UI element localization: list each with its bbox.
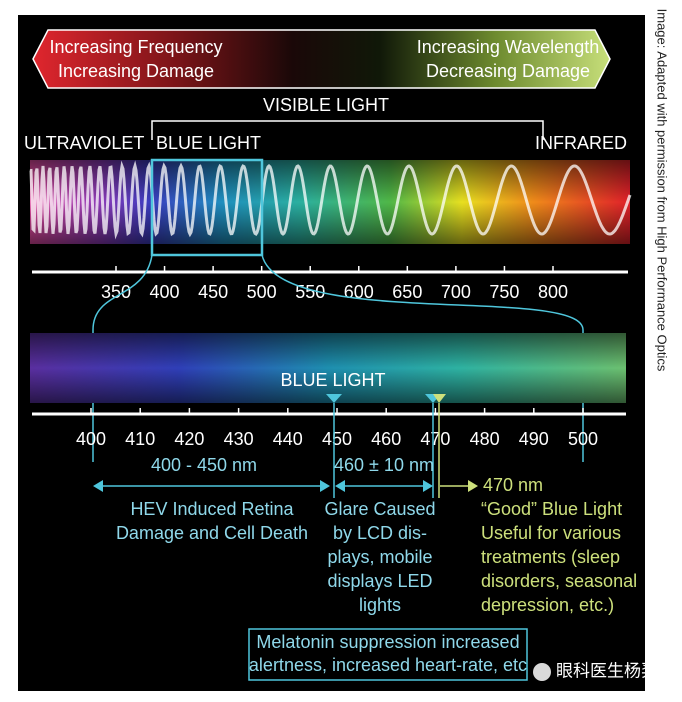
tick-label: 430 — [224, 429, 254, 449]
attribution: Image: Adapted with permission from High… — [655, 9, 670, 372]
note-text: Melatonin suppression increased — [256, 632, 519, 652]
tick-label: 480 — [470, 429, 500, 449]
watermark-icon — [533, 663, 551, 681]
zoom-label: BLUE LIGHT — [280, 370, 385, 390]
range-description: lights — [359, 595, 401, 615]
tick-label: 450 — [198, 282, 228, 302]
wave — [29, 160, 632, 240]
tick-label: 500 — [247, 282, 277, 302]
marker — [433, 394, 446, 403]
banner-left: Increasing Damage — [58, 61, 214, 81]
banner-left: Increasing Frequency — [49, 37, 222, 57]
blue-light-label: BLUE LIGHT — [156, 133, 261, 153]
connector — [261, 254, 584, 462]
range-description: HEV Induced Retina — [130, 499, 294, 519]
connector — [92, 254, 153, 462]
marker — [326, 394, 342, 403]
range-description: by LCD dis- — [333, 523, 427, 543]
arrowhead — [93, 480, 103, 492]
tick-label: 440 — [273, 429, 303, 449]
tick-label: 490 — [519, 429, 549, 449]
arrowhead — [335, 480, 345, 492]
range-label: 460 ± 10 nm — [334, 455, 434, 475]
tick-label: 800 — [538, 282, 568, 302]
tick-label: 700 — [441, 282, 471, 302]
arrowhead — [320, 480, 330, 492]
watermark: 眼科医生杨羿 — [556, 661, 658, 680]
visible-bracket — [151, 120, 544, 140]
arrowhead — [423, 480, 433, 492]
range-description: Glare Caused — [324, 499, 435, 519]
note-box — [248, 628, 528, 681]
note-text: alertness, increased heart-rate, etc — [249, 655, 527, 675]
tick-label: 470 — [420, 429, 450, 449]
blue-light-box — [150, 158, 264, 257]
tick-label: 350 — [101, 282, 131, 302]
tick-label: 460 — [371, 429, 401, 449]
banner-right: Decreasing Damage — [426, 61, 590, 81]
range-description: plays, mobile — [327, 547, 432, 567]
tick-label: 400 — [76, 429, 106, 449]
range-description: “Good” Blue Light — [481, 499, 622, 519]
zoom-shade — [30, 333, 626, 403]
tick-label: 650 — [392, 282, 422, 302]
arrowhead — [468, 480, 478, 492]
range-description: depression, etc.) — [481, 595, 614, 615]
tick-label: 400 — [150, 282, 180, 302]
range-description: treatments (sleep — [481, 547, 620, 567]
range-label: 400 - 450 nm — [151, 455, 257, 475]
tick-label: 750 — [489, 282, 519, 302]
range-description: displays LED — [327, 571, 432, 591]
tick-label: 450 — [322, 429, 352, 449]
tick-label: 410 — [125, 429, 155, 449]
tick-label: 500 — [568, 429, 598, 449]
tick-label: 420 — [174, 429, 204, 449]
range-label: 470 nm — [483, 475, 543, 495]
banner-arrow — [32, 29, 611, 89]
range-description: Damage and Cell Death — [116, 523, 308, 543]
infrared-label: INFRARED — [535, 133, 627, 153]
banner-right: Increasing Wavelength — [417, 37, 599, 57]
range-description: Useful for various — [481, 523, 621, 543]
tick-label: 600 — [344, 282, 374, 302]
range-description: disorders, seasonal — [481, 571, 637, 591]
visible-label: VISIBLE LIGHT — [263, 95, 389, 115]
ultraviolet-label: ULTRAVIOLET — [24, 133, 144, 153]
